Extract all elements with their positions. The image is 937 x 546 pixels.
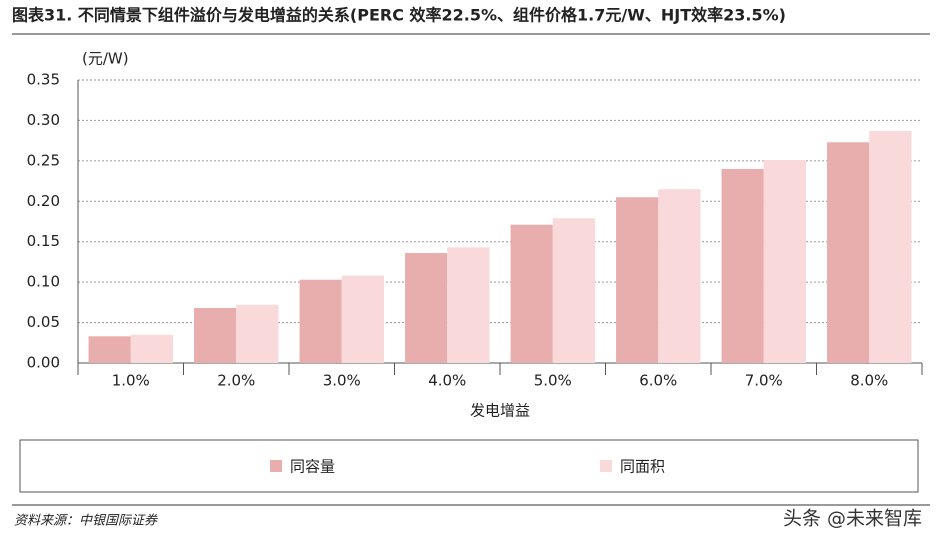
chart-title: 图表31. 不同情景下组件溢价与发电增益的关系(PERC 效率22.5%、组件价… — [12, 6, 786, 25]
legend-box — [19, 439, 919, 493]
bar — [194, 308, 237, 363]
y-tick-label: 0.00 — [27, 354, 60, 372]
watermark: 头条 @未来智库 — [783, 508, 922, 530]
bar — [341, 275, 384, 363]
x-axis-label: 发电增益 — [470, 402, 530, 420]
x-tick-label: 1.0% — [112, 372, 150, 390]
x-tick-label: 3.0% — [323, 372, 361, 390]
y-tick-label: 0.10 — [27, 273, 60, 291]
legend-swatch — [600, 460, 612, 472]
source: 资料来源：中银国际证券 — [14, 514, 158, 529]
bar — [236, 304, 279, 363]
bar — [552, 218, 595, 363]
x-tick-label: 8.0% — [850, 372, 888, 390]
y-unit: (元/W) — [82, 50, 129, 68]
bar — [827, 142, 870, 363]
y-tick-label: 0.05 — [27, 313, 60, 331]
bar — [658, 189, 701, 363]
bar — [405, 253, 448, 363]
legend-label: 同面积 — [620, 458, 665, 476]
x-tick-label: 7.0% — [745, 372, 783, 390]
x-tick-label: 6.0% — [639, 372, 677, 390]
bar — [130, 334, 173, 363]
y-tick-label: 0.20 — [27, 192, 60, 210]
bar — [721, 168, 764, 363]
bar — [869, 130, 912, 363]
legend-label: 同容量 — [290, 458, 335, 476]
bar — [447, 247, 490, 363]
x-tick-label: 2.0% — [217, 372, 255, 390]
y-tick-label: 0.30 — [27, 111, 60, 129]
legend-swatch — [270, 460, 282, 472]
x-tick-label: 5.0% — [534, 372, 572, 390]
y-tick-label: 0.25 — [27, 151, 60, 169]
bar — [299, 279, 342, 363]
x-tick-label: 4.0% — [428, 372, 466, 390]
y-tick-label: 0.35 — [27, 71, 60, 89]
y-tick-label: 0.15 — [27, 232, 60, 250]
bar — [88, 336, 131, 363]
bar — [763, 160, 806, 363]
bar — [510, 224, 553, 363]
bar — [616, 197, 659, 363]
